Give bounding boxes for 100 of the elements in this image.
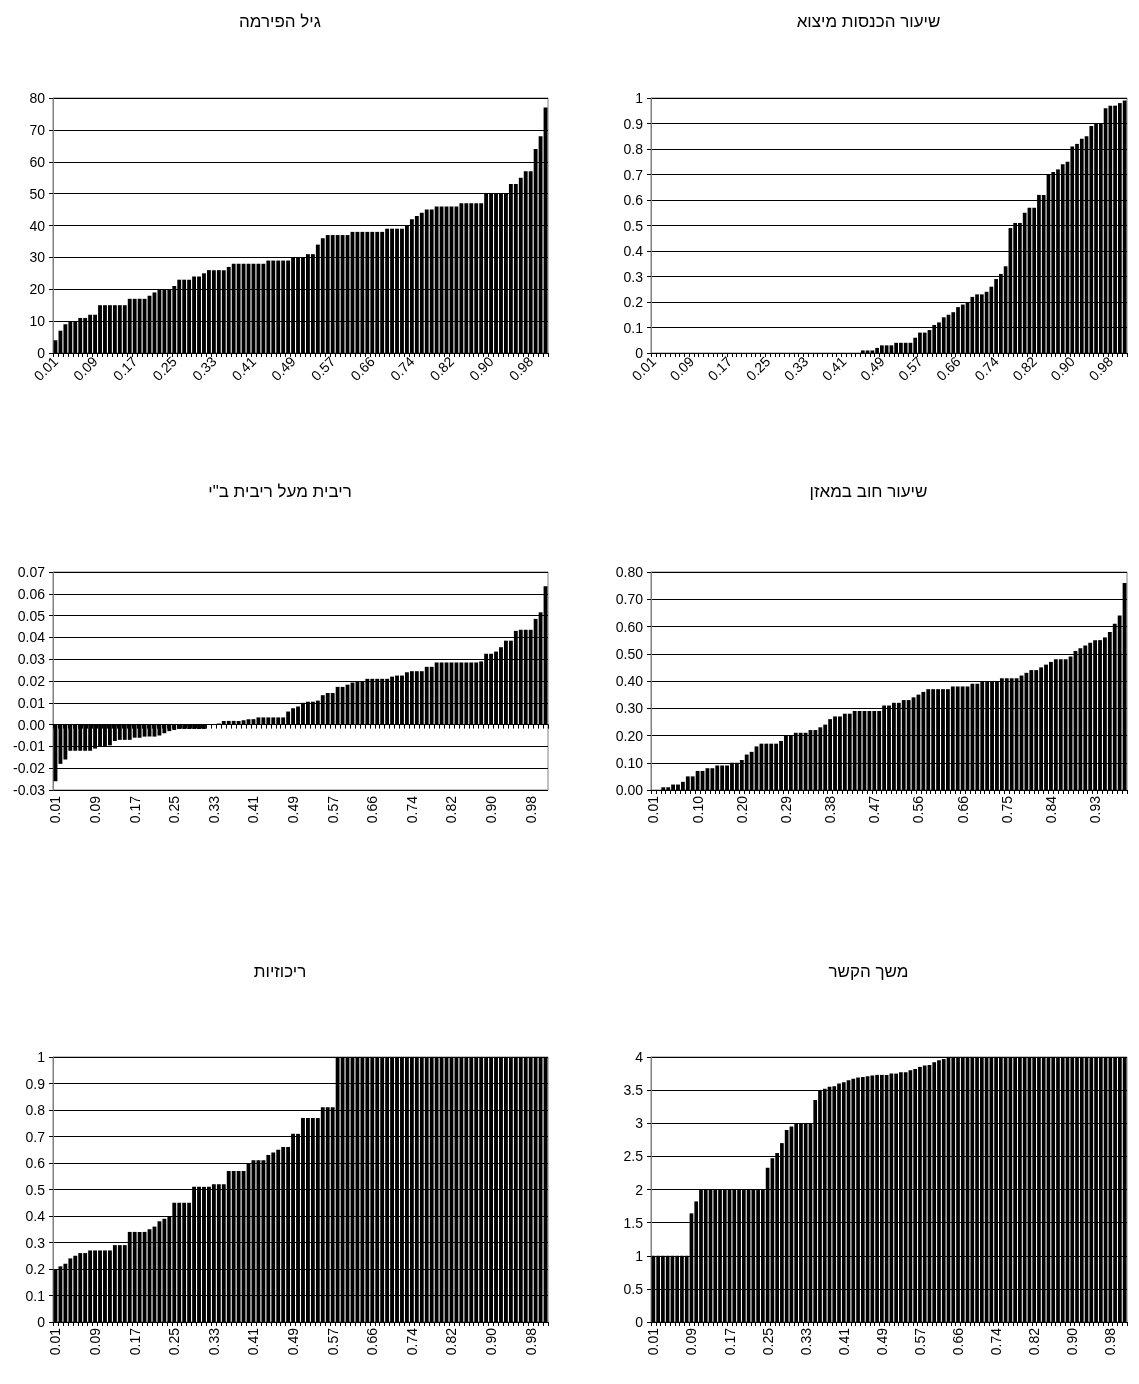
y-tick-label: 2.5 <box>623 1148 644 1165</box>
bar <box>860 350 865 353</box>
x-tick-label: 0.41 <box>228 353 260 384</box>
y-tick-label: 40 <box>29 217 46 234</box>
y-tick-label: 0.7 <box>25 1128 46 1145</box>
x-tick-label: 0.57 <box>324 1327 341 1356</box>
y-tick-label: 0.5 <box>623 217 644 234</box>
y-tick-label: -0.03 <box>13 782 46 798</box>
y-tick-label: 0 <box>37 345 46 361</box>
bar <box>903 342 908 353</box>
x-tick-label: 0.84 <box>1042 795 1059 824</box>
y-tick-label: 0.1 <box>623 319 644 336</box>
x-tick-label: 0.49 <box>873 1327 890 1356</box>
x-tick-label: 0.66 <box>954 795 971 824</box>
x-tick-label: 0.09 <box>87 795 104 824</box>
bar <box>865 350 870 353</box>
y-tick-label: 0 <box>635 345 644 361</box>
y-tick-label: 1 <box>37 1049 46 1065</box>
y-tick-label: 0.2 <box>623 294 644 310</box>
x-tick-label: 0.25 <box>166 1327 183 1356</box>
y-tick-label: 0.1 <box>25 1287 46 1304</box>
x-tick-label: 0.98 <box>522 795 539 824</box>
x-tick-label: 0.82 <box>1026 1327 1043 1356</box>
bar <box>695 770 700 790</box>
x-tick-label: 0.98 <box>1085 353 1117 384</box>
x-tick-label: 0.74 <box>988 1327 1005 1356</box>
x-tick-label: 0.66 <box>364 1327 381 1356</box>
x-tick-label: 0.66 <box>950 1327 967 1356</box>
y-tick-label: 0.80 <box>615 564 644 580</box>
y-tick-label: 3.5 <box>623 1082 644 1099</box>
bar <box>922 332 927 353</box>
y-tick-label: 1 <box>635 90 644 106</box>
x-tick-label: 0.25 <box>166 795 183 824</box>
x-tick-label: 0.56 <box>910 795 927 824</box>
y-tick-label: 10 <box>29 313 46 330</box>
y-tick-label: 0.04 <box>17 629 46 646</box>
y-tick-label: 0.7 <box>623 166 644 183</box>
y-tick-label: 0.2 <box>25 1261 46 1277</box>
bar <box>913 337 918 353</box>
y-tick-label: 0.5 <box>25 1181 46 1198</box>
y-tick-label: 0.60 <box>615 618 644 635</box>
x-tick-label: 0.90 <box>1047 353 1079 384</box>
x-tick-label: 0.29 <box>777 795 794 824</box>
y-tick-label: 2 <box>635 1181 644 1198</box>
chart-title: ריכוזיות <box>253 962 307 981</box>
x-tick-label: 0.41 <box>835 1327 852 1356</box>
y-tick-label: 0.4 <box>623 243 644 259</box>
y-tick-label: -0.02 <box>13 760 46 777</box>
y-tick-label: 0.01 <box>17 694 46 711</box>
y-tick-label: 0.10 <box>615 754 644 771</box>
x-tick-label: 0.33 <box>797 1327 814 1356</box>
x-tick-label: 0.49 <box>268 353 299 384</box>
x-tick-label: 0.41 <box>245 795 262 824</box>
chart-title: גיל הפירמה <box>239 12 321 31</box>
x-tick-label: 0.49 <box>285 1327 302 1356</box>
y-tick-label: 0.5 <box>623 1280 644 1297</box>
x-tick-label: 0.90 <box>1064 1327 1081 1356</box>
bar <box>661 787 666 790</box>
x-tick-label: 0.33 <box>188 353 220 384</box>
y-tick-label: 0.3 <box>25 1234 46 1251</box>
x-tick-label: 0.49 <box>856 353 888 384</box>
x-tick-label: 0.33 <box>205 1327 222 1356</box>
y-tick-label: 50 <box>29 185 46 202</box>
y-tick-label: 1.5 <box>623 1214 644 1231</box>
y-tick-label: 0.20 <box>615 727 644 744</box>
x-tick-label: 0.98 <box>1102 1327 1119 1356</box>
y-tick-label: 20 <box>29 281 46 298</box>
y-tick-label: 0 <box>37 1314 46 1330</box>
x-tick-label: 0.09 <box>683 1327 700 1356</box>
x-tick-label: 0.17 <box>126 1327 143 1356</box>
x-tick-label: 0.41 <box>818 353 850 384</box>
y-tick-label: 0.6 <box>623 192 644 208</box>
x-tick-label: 0.66 <box>933 353 964 384</box>
y-tick-label: 0.02 <box>17 673 46 689</box>
y-tick-label: 0.6 <box>25 1155 46 1171</box>
x-tick-label: 0.82 <box>426 353 458 384</box>
x-tick-label: 0.09 <box>87 1327 104 1356</box>
x-tick-label: 0.98 <box>522 1327 539 1356</box>
x-tick-label: 0.74 <box>971 353 1002 384</box>
x-tick-label: 0.90 <box>466 353 497 384</box>
y-tick-label: 0 <box>635 1314 644 1330</box>
x-tick-label: 0.10 <box>689 795 706 824</box>
x-tick-label: 0.90 <box>483 795 500 824</box>
y-tick-label: 0.4 <box>25 1208 46 1224</box>
x-tick-label: 0.33 <box>205 795 222 824</box>
y-tick-label: 0.9 <box>25 1075 46 1092</box>
y-tick-label: 0.9 <box>623 115 644 132</box>
x-tick-label: 0.38 <box>822 795 839 824</box>
y-tick-label: 70 <box>29 121 46 138</box>
y-tick-label: 0.8 <box>25 1102 46 1118</box>
x-tick-label: 0.20 <box>733 795 750 824</box>
y-tick-label: 1 <box>635 1247 644 1264</box>
x-tick-label: 0.82 <box>443 1327 460 1356</box>
x-tick-label: 0.47 <box>866 795 883 824</box>
y-tick-label: 60 <box>29 153 46 170</box>
y-tick-label: -0.01 <box>13 738 46 755</box>
bar <box>710 768 715 790</box>
x-tick-label: 0.33 <box>780 353 812 384</box>
y-tick-label: 3 <box>635 1115 644 1132</box>
x-tick-label: 0.66 <box>347 353 379 384</box>
